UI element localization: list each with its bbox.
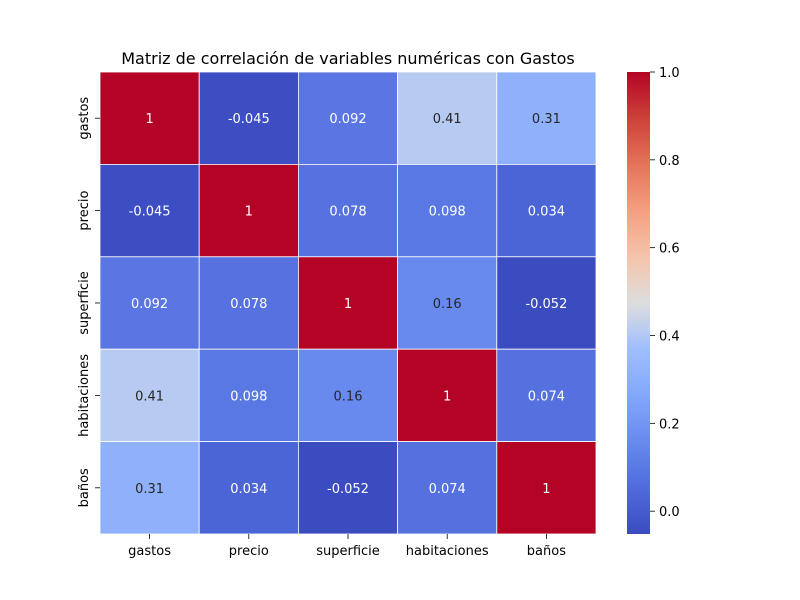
heatmap-cell — [198, 441, 299, 535]
cell-value-label: -0.045 — [228, 112, 270, 127]
heatmap-cell — [99, 441, 200, 535]
heatmap-cell — [198, 71, 299, 165]
cell-value-label: -0.052 — [327, 482, 369, 497]
cell-value-label: 0.098 — [429, 205, 466, 220]
x-axis-ticks: gastos precio superficie habitaciones baños — [128, 534, 566, 559]
heatmap-cell — [496, 71, 597, 165]
cell-value-label: 0.16 — [334, 389, 363, 404]
cell-value-label: 1 — [245, 205, 253, 220]
heatmap-cell — [297, 71, 398, 165]
cell-value-label: 0.034 — [528, 205, 565, 220]
colorbar: 0.0 0.2 0.4 0.6 0.8 1.0 — [627, 66, 680, 534]
colorbar-tick-label: 0.6 — [659, 242, 680, 257]
heatmap-cell — [397, 71, 498, 165]
y-tick-label: superficie — [77, 271, 92, 335]
heatmap-cell — [99, 163, 200, 258]
cell-value-label: 0.098 — [230, 389, 267, 404]
colorbar-tick-label: 0.0 — [659, 505, 680, 520]
cell-value-label: 0.31 — [532, 112, 561, 127]
cell-value-label: 0.16 — [433, 297, 462, 312]
heatmap-cell-labels: 1 -0.045 0.092 0.41 0.31 -0.045 1 0.078 0.098 0.0… — [129, 112, 568, 497]
cell-value-label: 0.31 — [135, 482, 164, 497]
heatmap-cell — [198, 348, 299, 443]
cell-value-label: 0.092 — [329, 112, 366, 127]
heatmap-cell — [496, 163, 597, 258]
heatmap-cell — [496, 441, 597, 535]
heatmap-cell — [397, 348, 498, 443]
y-tick-label: gastos — [77, 97, 92, 140]
cell-value-label: 0.092 — [131, 297, 168, 312]
heatmap-cell — [496, 348, 597, 443]
cell-value-label: 0.074 — [429, 482, 466, 497]
heatmap-cells — [99, 71, 597, 535]
colorbar-gradient — [627, 72, 650, 534]
x-tick-label: gastos — [128, 544, 171, 559]
cell-value-label: 0.034 — [230, 482, 267, 497]
chart-title: Matriz de correlación de variables numér… — [121, 49, 575, 68]
colorbar-tick-label: 0.2 — [659, 417, 680, 432]
cell-value-label: 1 — [344, 297, 352, 312]
colorbar-ticks: 0.0 0.2 0.4 0.6 0.8 1.0 — [650, 66, 680, 520]
cell-value-label: 0.078 — [230, 297, 267, 312]
heatmap-cell — [496, 256, 597, 350]
colorbar-tick-label: 0.4 — [659, 329, 680, 344]
heatmap-cell — [297, 348, 398, 443]
heatmap-cell — [397, 256, 498, 350]
x-tick-label: superficie — [316, 544, 380, 559]
heatmap-cell — [198, 256, 299, 350]
cell-value-label: 0.078 — [329, 205, 366, 220]
cell-value-label: 1 — [145, 112, 153, 127]
y-tick-label: habitaciones — [77, 354, 92, 437]
cell-value-label: 1 — [542, 482, 550, 497]
x-tick-label: precio — [229, 544, 269, 559]
cell-value-label: -0.045 — [129, 205, 171, 220]
y-axis-ticks: gastos precio superficie habitaciones baños — [77, 97, 100, 507]
cell-value-label: 0.074 — [528, 389, 565, 404]
heatmap-cell — [297, 163, 398, 258]
y-tick-label: baños — [77, 468, 92, 507]
heatmap-cell — [99, 71, 200, 165]
cell-value-label: 0.41 — [135, 389, 164, 404]
heatmap-cell — [297, 256, 398, 350]
y-tick-label: precio — [77, 191, 92, 231]
cell-value-label: 0.41 — [433, 112, 462, 127]
heatmap-cell — [297, 441, 398, 535]
colorbar-tick-label: 1.0 — [659, 66, 680, 81]
cell-value-label: 1 — [443, 389, 451, 404]
cell-value-label: -0.052 — [525, 297, 567, 312]
x-tick-label: baños — [527, 544, 566, 559]
colorbar-tick-label: 0.8 — [659, 154, 680, 169]
x-tick-label: habitaciones — [406, 544, 489, 559]
